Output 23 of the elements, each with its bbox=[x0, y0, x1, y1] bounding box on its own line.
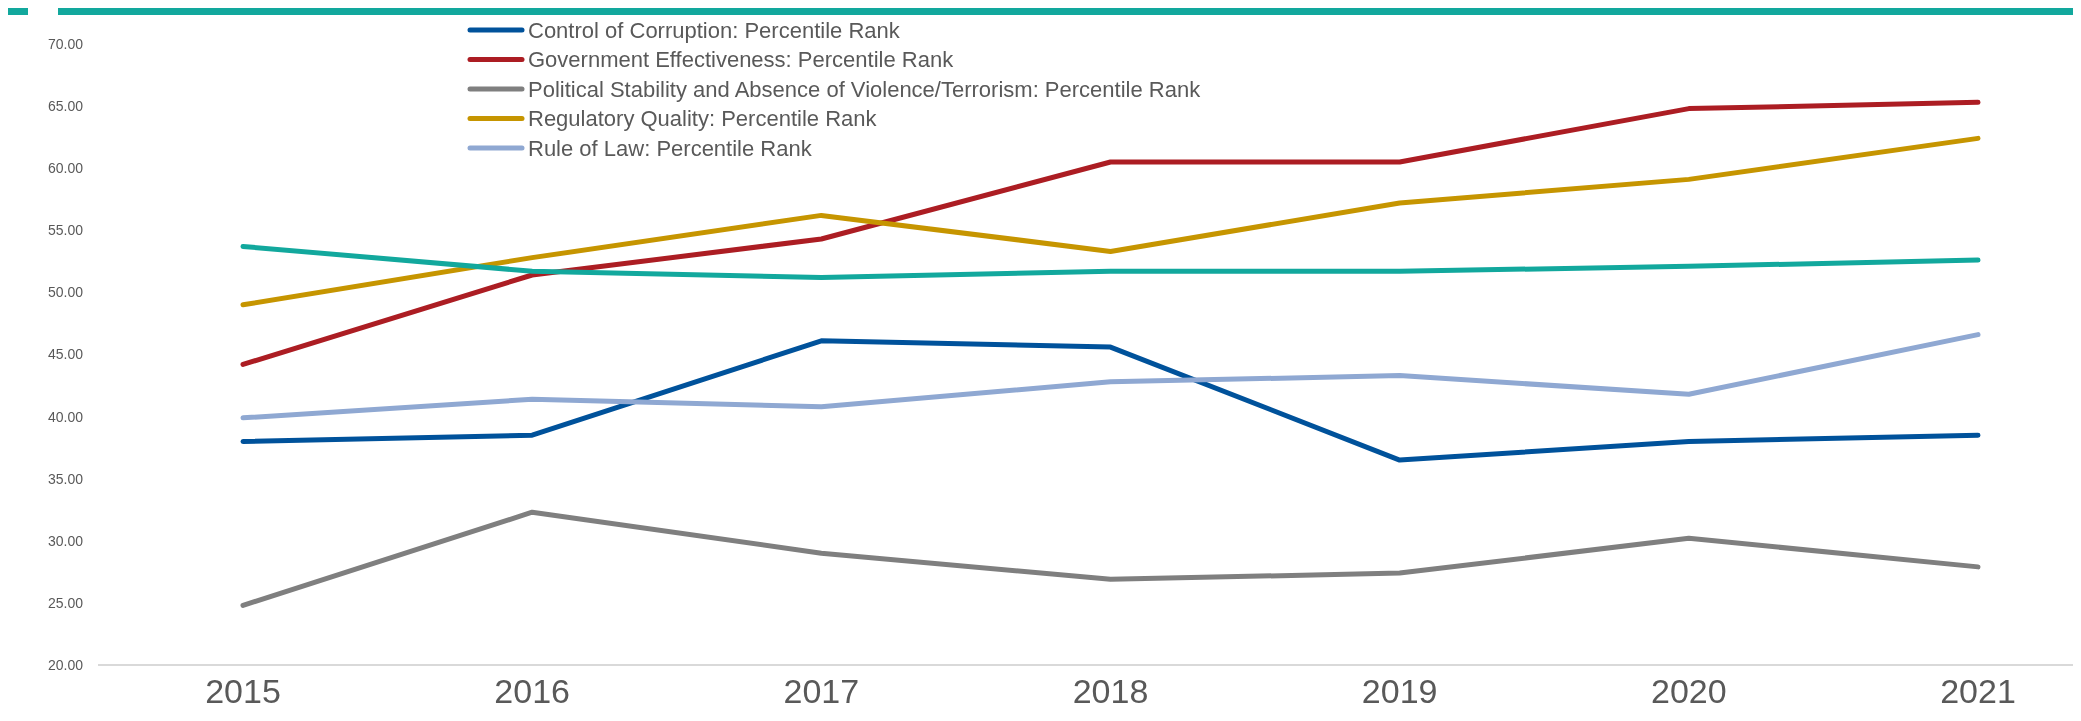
x-tick-label: 2017 bbox=[783, 672, 860, 710]
legend-label: Government Effectiveness: Percentile Rank bbox=[528, 47, 955, 73]
legend-label: Regulatory Quality: Percentile Rank bbox=[528, 106, 878, 132]
legend-label: Control of Corruption: Percentile Rank bbox=[528, 17, 901, 43]
y-tick-label: 20.00 bbox=[47, 656, 84, 673]
x-tick-label: 2015 bbox=[205, 672, 281, 710]
x-tick-label: 2021 bbox=[1940, 672, 2016, 710]
y-tick-label: 70.00 bbox=[47, 35, 84, 52]
y-tick-label: 60.00 bbox=[47, 160, 84, 177]
y-tick-label: 35.00 bbox=[47, 470, 84, 487]
legend-label: Political Stability and Absence of Violence/Terrorism: Percentile Rank bbox=[528, 76, 1202, 102]
x-tick-label: 2019 bbox=[1361, 672, 1438, 710]
y-tick-label: 30.00 bbox=[47, 532, 84, 549]
y-tick-label: 25.00 bbox=[47, 594, 84, 611]
y-tick-label: 45.00 bbox=[47, 346, 84, 363]
x-tick-label: 2020 bbox=[1651, 672, 1727, 710]
x-tick-label: 2018 bbox=[1072, 672, 1149, 710]
legend-label: Rule of Law: Percentile Rank bbox=[528, 135, 813, 161]
y-tick-label: 65.00 bbox=[47, 98, 84, 114]
y-tick-label: 50.00 bbox=[47, 284, 84, 301]
y-tick-label: 55.00 bbox=[47, 222, 84, 239]
x-tick-label: 2016 bbox=[494, 672, 570, 710]
y-tick-label: 40.00 bbox=[47, 408, 84, 425]
